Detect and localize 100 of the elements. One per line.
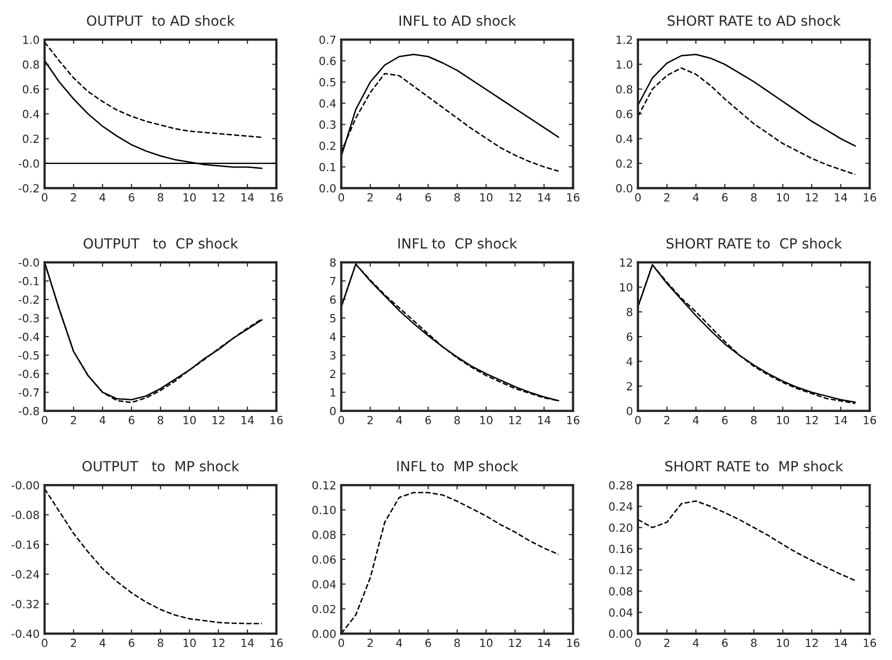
- y-tick-label: -0.6: [18, 370, 40, 378]
- x-tick-label: 8: [454, 638, 460, 648]
- line-series: [44, 41, 263, 138]
- chart-title: OUTPUT to CP shock: [84, 238, 238, 249]
- y-tick-label: 3: [330, 351, 336, 360]
- x-tick-label: 14: [834, 638, 848, 647]
- y-tick-label: 0.08: [609, 587, 632, 596]
- y-tick-label: -0.7: [18, 388, 39, 397]
- x-tick-label: 4: [692, 416, 699, 424]
- x-tick-label: 16: [864, 416, 876, 424]
- y-tick-label: 0.3: [319, 120, 336, 129]
- x-tick-label: 0: [338, 193, 344, 202]
- y-tick-label: 0.6: [319, 56, 336, 66]
- x-tick-label: 14: [538, 638, 551, 647]
- x-tick-label: 14: [242, 193, 254, 202]
- y-tick-label: 6: [626, 332, 632, 341]
- x-tick-label: 16: [567, 416, 580, 424]
- x-tick-label: 16: [864, 638, 876, 648]
- chart-title: OUTPUT to MP shock: [82, 460, 240, 472]
- y-tick-label: 0.5: [319, 78, 336, 86]
- x-tick-label: 0: [635, 416, 641, 424]
- chart-title: INFL to MP shock: [397, 460, 518, 472]
- x-tick-label: 12: [509, 193, 522, 202]
- x-tick-label: 2: [368, 416, 373, 424]
- chart-title: SHORT RATE to CP shock: [666, 238, 842, 249]
- y-tick-label: 8: [626, 308, 632, 316]
- x-tick-label: 10: [776, 416, 790, 424]
- x-tick-label: 8: [158, 638, 164, 648]
- x-tick-label: 6: [722, 638, 728, 648]
- y-tick-label: 0.2: [616, 159, 632, 168]
- x-tick-label: 4: [692, 638, 699, 647]
- y-tick-label: 0.00: [312, 630, 336, 638]
- y-tick-label: -0.00: [12, 481, 39, 490]
- x-tick-label: 12: [212, 638, 224, 647]
- x-tick-label: 6: [425, 416, 432, 424]
- chart-title: SHORT RATE to AD shock: [668, 15, 841, 26]
- x-tick-label: 4: [100, 193, 106, 202]
- x-tick-label: 6: [425, 638, 432, 648]
- x-tick-label: 0: [635, 193, 641, 202]
- y-tick-label: -0.4: [18, 332, 40, 341]
- x-tick-label: 12: [212, 416, 224, 424]
- x-tick-label: 10: [480, 193, 492, 202]
- x-tick-label: 12: [806, 638, 818, 647]
- x-tick-label: 6: [425, 193, 432, 202]
- y-tick-label: -0.40: [12, 630, 39, 638]
- y-tick-label: 4: [330, 332, 336, 341]
- x-tick-label: 12: [212, 193, 224, 202]
- x-tick-label: 4: [396, 638, 402, 647]
- x-tick-label: 10: [776, 193, 790, 202]
- y-tick-label: 0.00: [609, 630, 632, 638]
- x-tick-label: 2: [664, 416, 670, 424]
- y-tick-label: -0.8: [18, 406, 39, 416]
- y-tick-label: 0.0: [616, 184, 632, 192]
- chart-title: INFL to AD shock: [400, 15, 516, 26]
- y-tick-label: -0.3: [18, 314, 39, 322]
- x-tick-label: 6: [128, 416, 134, 424]
- y-tick-label: 0.28: [609, 481, 632, 490]
- y-tick-label: -0.08: [12, 510, 39, 520]
- y-tick-label: -0.1: [18, 276, 39, 286]
- x-tick-label: 8: [751, 638, 757, 648]
- x-tick-label: 2: [70, 638, 76, 647]
- y-tick-label: 0.10: [312, 506, 336, 514]
- x-tick-label: 2: [70, 193, 76, 202]
- y-tick-label: 0.0: [319, 184, 336, 192]
- y-tick-label: 0.24: [609, 502, 632, 511]
- x-tick-label: 14: [834, 416, 848, 424]
- y-tick-label: 0.6: [616, 110, 632, 118]
- x-tick-label: 12: [806, 416, 818, 424]
- x-tick-label: 10: [184, 638, 196, 648]
- x-tick-label: 16: [864, 193, 876, 202]
- x-tick-label: 16: [270, 416, 283, 424]
- x-tick-label: 16: [567, 638, 580, 648]
- x-tick-label: 0: [42, 416, 48, 424]
- y-tick-label: 0.1: [319, 162, 336, 172]
- x-tick-label: 14: [242, 416, 254, 424]
- y-tick-label: -0.32: [12, 600, 39, 608]
- y-tick-label: 1: [330, 388, 336, 397]
- x-tick-label: 6: [128, 193, 134, 202]
- y-tick-label: 0.04: [609, 608, 632, 617]
- y-tick-label: 2: [626, 382, 632, 390]
- y-tick-label: 1.0: [23, 36, 39, 44]
- y-tick-label: 1.0: [616, 60, 632, 69]
- y-tick-label: 0.4: [22, 110, 40, 118]
- x-tick-label: 14: [538, 416, 551, 424]
- x-tick-label: 0: [338, 638, 344, 648]
- x-tick-label: 4: [396, 193, 402, 202]
- y-tick-label: 0.7: [319, 36, 336, 44]
- line-series: [44, 488, 263, 624]
- x-tick-label: 6: [128, 638, 134, 648]
- x-tick-label: 10: [480, 638, 492, 648]
- x-tick-label: 12: [509, 416, 522, 424]
- x-tick-label: 12: [806, 193, 818, 202]
- x-tick-label: 10: [184, 416, 196, 424]
- x-tick-label: 8: [454, 416, 460, 424]
- x-tick-label: 6: [722, 193, 728, 202]
- y-tick-label: 0.12: [312, 481, 336, 490]
- x-tick-label: 4: [100, 638, 106, 647]
- y-tick-label: 4: [626, 357, 632, 366]
- x-tick-label: 8: [751, 416, 757, 424]
- x-tick-label: 4: [396, 416, 402, 424]
